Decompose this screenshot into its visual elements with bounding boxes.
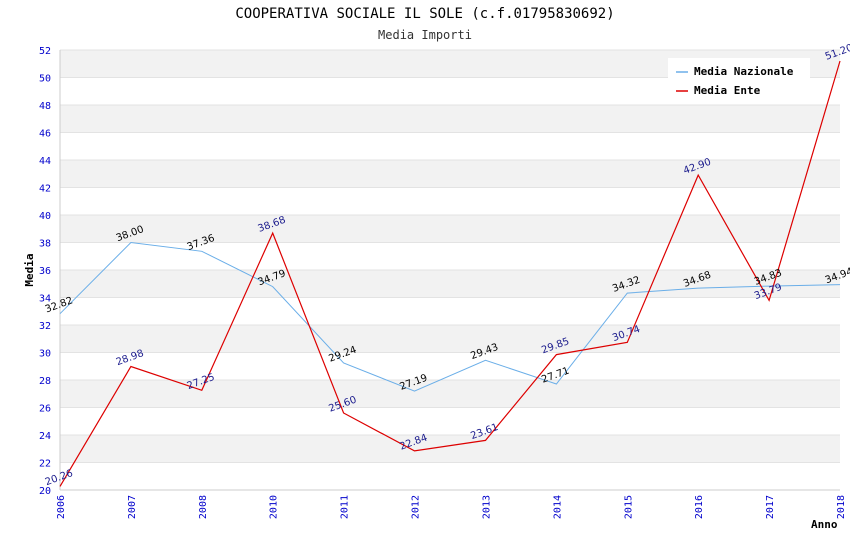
y-axis-label: Media [23,253,36,286]
y-tick-label: 36 [39,266,51,277]
legend-label-media-nazionale: Media Nazionale [694,65,794,78]
x-tick-label: 2016 [694,495,705,519]
grid-band [60,435,840,463]
y-tick-label: 42 [39,184,51,195]
x-tick-label: 2014 [552,495,563,519]
grid-bands [60,50,840,463]
x-tick-label: 2013 [481,495,492,519]
grid-band [60,105,840,133]
legend: Media Nazionale Media Ente [668,58,810,102]
y-tick-label: 48 [39,101,51,112]
x-tick-label: 2007 [127,495,138,519]
y-tick-label: 28 [39,376,51,387]
y-tick-label: 52 [39,46,51,57]
grid-band [60,270,840,298]
y-tick-label: 26 [39,404,51,415]
chart-title: COOPERATIVA SOCIALE IL SOLE (c.f.0179583… [235,6,614,22]
x-tick-label: 2011 [340,495,351,519]
axes [59,50,840,491]
y-tick-label: 38 [39,239,51,250]
y-tick-label: 22 [39,459,51,470]
chart-subtitle: Media Importi [378,28,472,42]
y-tick-label: 24 [39,431,51,442]
series-line-media-ente [59,60,841,487]
series-lines [59,60,841,487]
legend-background [668,58,810,102]
y-tick-label: 44 [39,156,51,167]
y-tick-label: 40 [39,211,51,222]
grid-band [60,215,840,243]
data-label-media-ente: 20.26 [44,468,75,488]
grid-band [60,380,840,408]
y-tick-label: 34 [39,294,51,305]
x-tick-label: 2010 [269,495,280,519]
y-tick-label: 30 [39,349,51,360]
y-tick-label: 46 [39,129,51,140]
x-tick-label: 2018 [836,495,847,519]
x-tick-label: 2006 [56,495,67,519]
x-axis-label: Anno [811,518,838,531]
legend-label-media-ente: Media Ente [694,84,761,97]
grid-band [60,160,840,188]
x-axis-ticks: 2006 2007 2008 2010 2011 2012 2013 2014 2015 2016… [56,495,847,519]
x-tick-label: 2015 [623,495,634,519]
x-tick-label: 2017 [765,495,776,519]
grid-band [60,325,840,353]
y-tick-label: 50 [39,74,51,85]
x-tick-label: 2012 [411,495,422,519]
series-line-media-nazionale [59,241,841,392]
y-axis-ticks: 20 22 24 26 28 30 32 34 36 38 40 42 44 46 48 50 52 [39,46,51,497]
y-tick-label: 32 [39,321,51,332]
x-tick-label: 2008 [198,495,209,519]
y-tick-label: 20 [39,486,51,497]
